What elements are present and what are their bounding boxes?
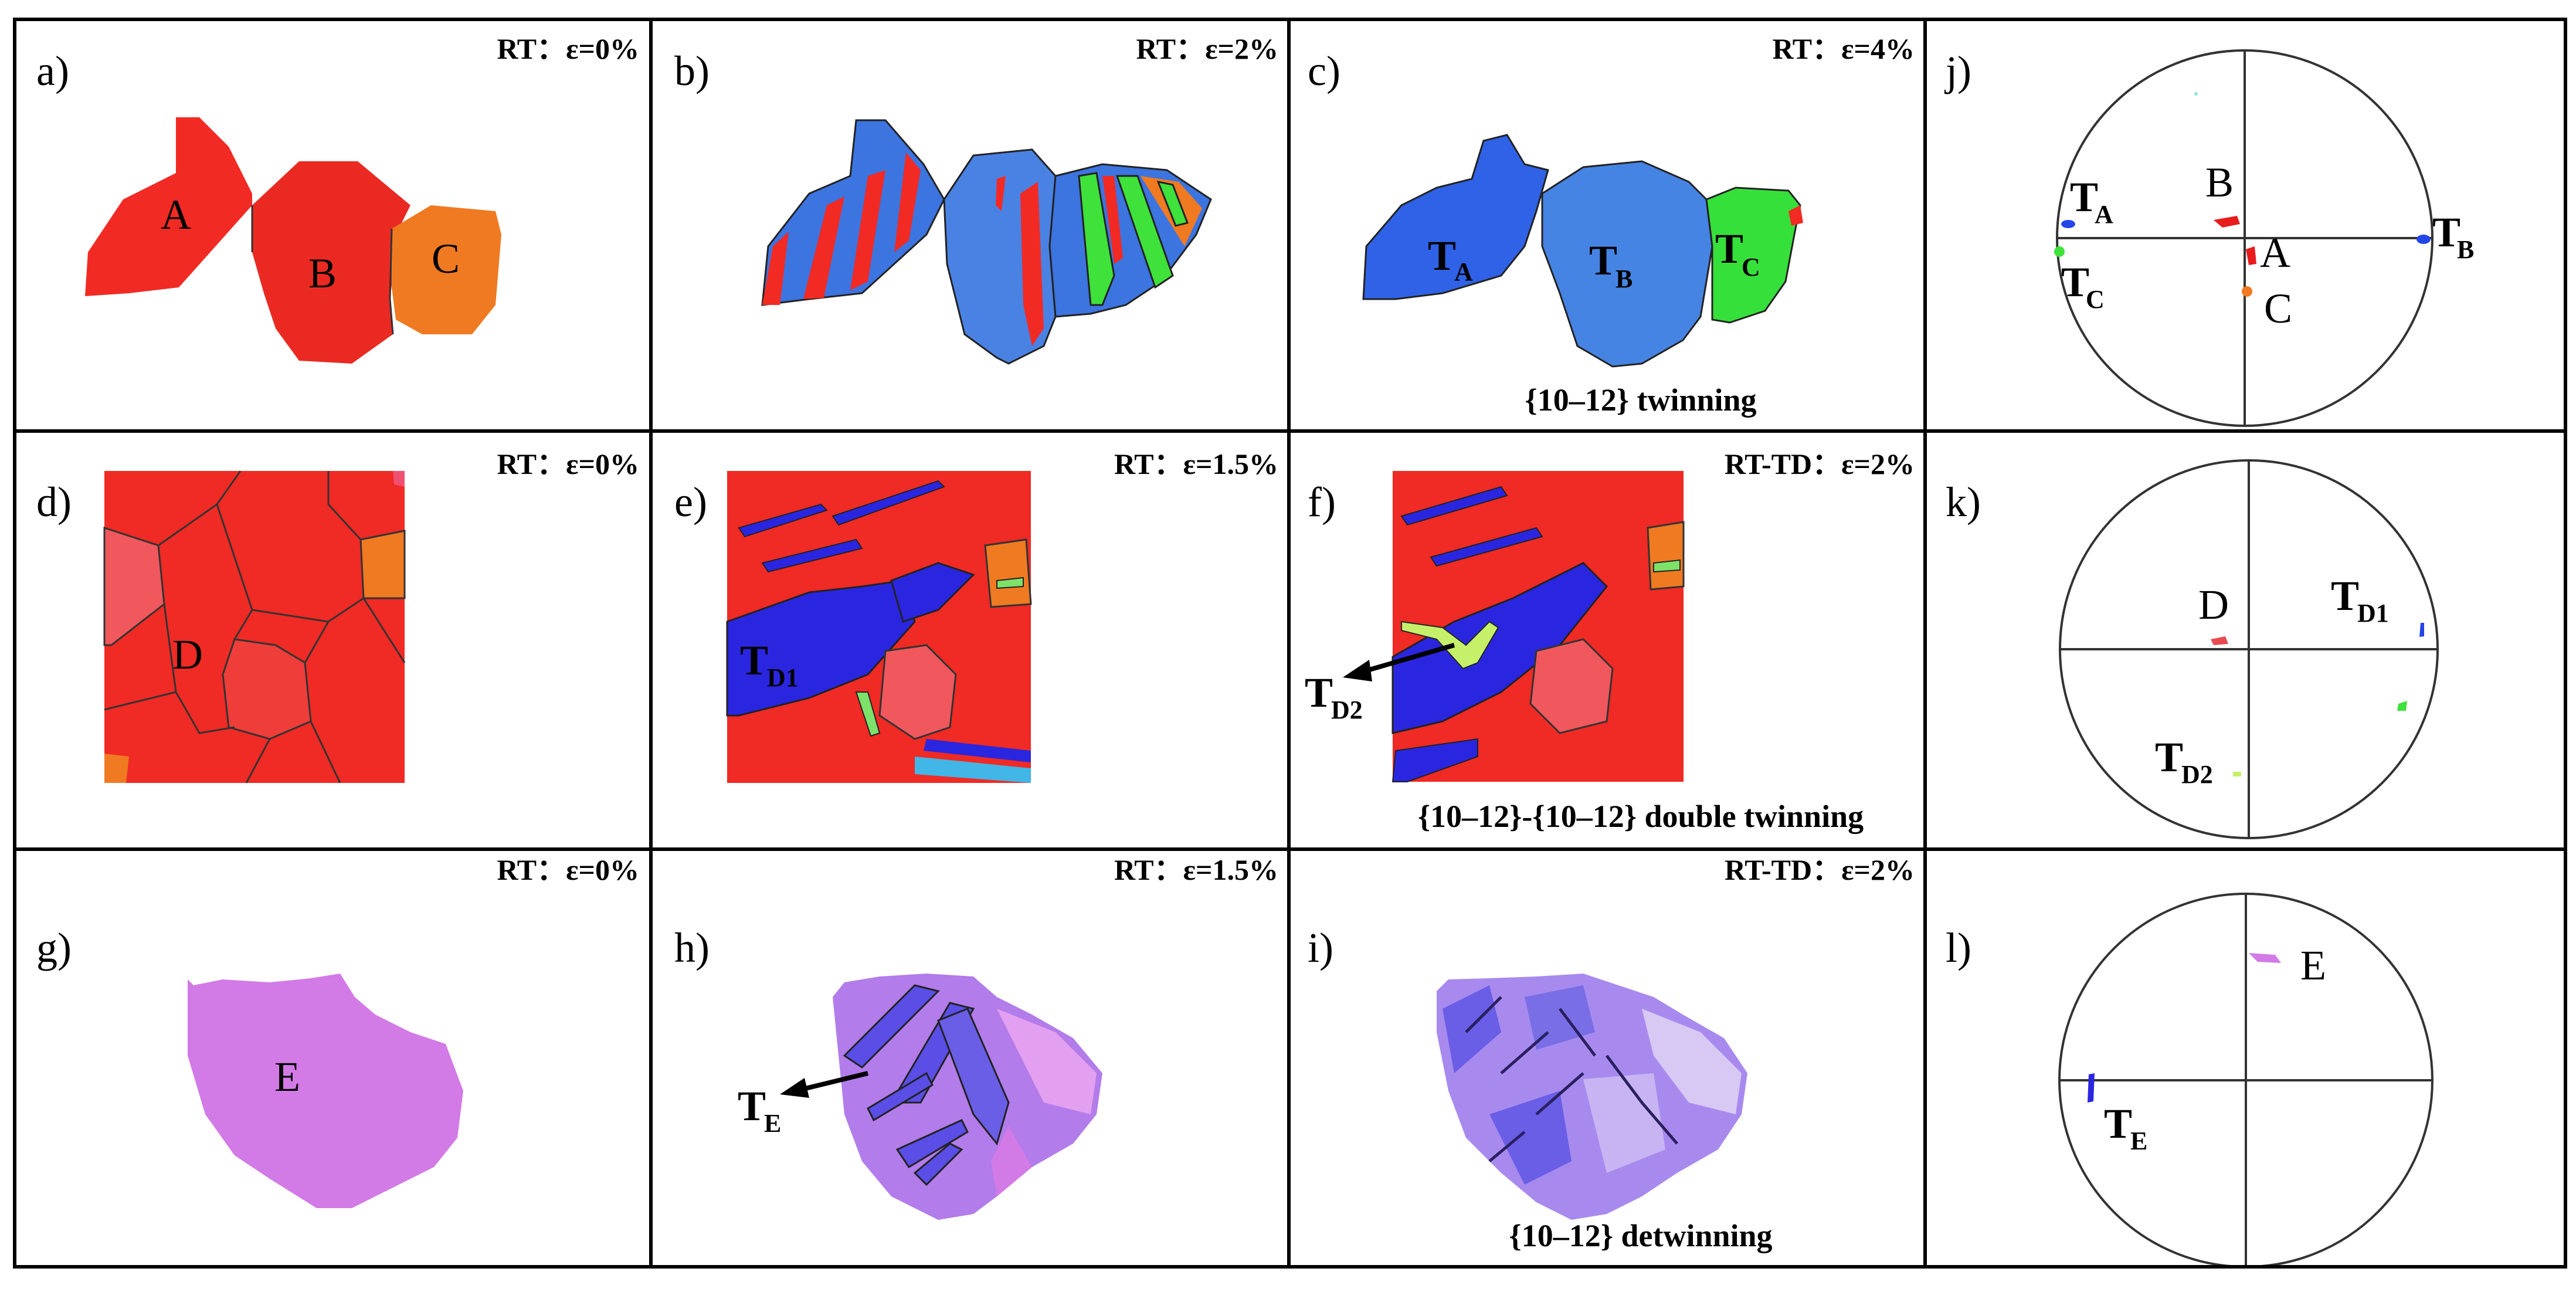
pole-TE-mark: [2088, 1073, 2095, 1103]
panel-d: d) RT：ε=0% D: [36, 447, 639, 784]
pole-TE-sub: E: [2130, 1127, 2147, 1155]
panel-g-letter: g): [36, 924, 72, 971]
pole-TA-T: T: [2070, 174, 2098, 221]
pole-TA-sub: A: [2095, 200, 2113, 229]
twin-TD2-T: T: [1305, 669, 1333, 716]
panel-g: g) RT：ε=0% E: [36, 853, 639, 1208]
twin-TE-sub: E: [764, 1109, 781, 1138]
pole-TD2-T: T: [2155, 734, 2183, 781]
grain-B-map: [252, 161, 410, 364]
pole-TB-mark: [2417, 235, 2431, 244]
grain-E-map: [188, 974, 463, 1208]
panel-c-caption: {10–12} twinning: [1525, 382, 1756, 418]
pole-E-mark: [2249, 953, 2281, 963]
pole-TA-mark: [2061, 220, 2075, 228]
twin-TD1-sub: D1: [767, 663, 799, 692]
panel-e-letter: e): [674, 479, 707, 525]
panel-a: a) RT：ε=0% A B C: [36, 32, 639, 364]
panel-d-condition: RT：ε=0%: [497, 447, 639, 480]
twin-TC-T: T: [1715, 225, 1743, 272]
grain-C-map: [392, 205, 501, 334]
twin-TA-T: T: [1428, 232, 1456, 279]
panel-i-caption: {10–12} detwinning: [1509, 1218, 1772, 1253]
grain-D-map: [104, 471, 405, 783]
panel-a-letter: a): [36, 48, 69, 94]
grain-E-label: E: [274, 1053, 300, 1100]
twin-TD1-T: T: [740, 637, 768, 684]
panel-c-letter: c): [1308, 48, 1340, 94]
twin-TD2-sub: D2: [1331, 696, 1363, 724]
panel-a-condition: RT：ε=0%: [497, 32, 639, 65]
twin-TB-map: [1541, 160, 1713, 368]
pole-A-label: A: [2260, 229, 2290, 276]
pole-TC-sub: C: [2086, 285, 2105, 314]
panel-g-condition: RT：ε=0%: [497, 853, 639, 886]
pole-TD1-mark: [2419, 623, 2424, 637]
panel-c-condition: RT：ε=4%: [1772, 32, 1915, 65]
twin-TA-map: [1362, 134, 1549, 300]
panel-f: f) RT-TD：ε=2% T D2 {10–12}-{10–12} doubl…: [1305, 447, 1915, 834]
grain-A-map: [85, 117, 252, 296]
pole-B-mark: [2214, 216, 2240, 228]
panel-l-letter: l): [1946, 924, 1971, 971]
twin-TA-sub: A: [1454, 257, 1473, 286]
pole-TC-T: T: [2061, 259, 2089, 306]
pole-TB-sub: B: [2457, 235, 2474, 264]
panel-d-letter: d): [36, 479, 72, 525]
pole-D-label: D: [2198, 581, 2229, 628]
twin-TC-map: [1705, 186, 1801, 324]
panel-k-letter: k): [1946, 479, 1981, 525]
panel-b-letter: b): [674, 48, 710, 94]
grain-A-label: A: [161, 191, 191, 238]
panel-f-condition: RT-TD：ε=2%: [1725, 447, 1915, 480]
panel-i-condition: RT-TD：ε=2%: [1725, 853, 1915, 886]
panel-k: k) D T D1 T D2: [1946, 459, 2439, 839]
panel-e-condition: RT：ε=1.5%: [1114, 447, 1278, 480]
panel-h-letter: h): [674, 924, 710, 971]
panel-h: h) RT：ε=1.5% T E: [674, 853, 1278, 1220]
grain-A-twinned: [761, 119, 945, 306]
panel-grid: [13, 18, 2567, 1269]
panel-f-letter: f): [1308, 479, 1336, 525]
pole-A-mark: [2246, 246, 2256, 265]
twin-TB-T: T: [1589, 237, 1617, 284]
grain-B-label: B: [308, 250, 337, 297]
panel-i: i) RT-TD：ε=2% {10–12} detwinning: [1308, 853, 1915, 1253]
panel-j: j) T A T B T C B A C: [1944, 48, 2474, 427]
grain-D-label: D: [172, 631, 203, 678]
panel-c: c) RT：ε=4% T A T B T C {10–12} twinning: [1308, 32, 1915, 418]
pole-C-mark: [2242, 286, 2252, 297]
pole-B-label: B: [2205, 159, 2234, 206]
pole-TD2-mark: [2233, 772, 2241, 776]
pole-TC-mark: [2054, 246, 2065, 257]
pole-TE-T: T: [2104, 1100, 2132, 1147]
pole-TB-T: T: [2432, 209, 2460, 256]
twin-TE-T: T: [738, 1083, 766, 1130]
pole-TD1-sub: D1: [2357, 599, 2389, 628]
panel-b: b) RT：ε=2%: [674, 32, 1278, 365]
panel-b-condition: RT：ε=2%: [1136, 32, 1278, 65]
twin-TB-sub: B: [1615, 264, 1633, 293]
pole-D-mark: [2211, 636, 2228, 645]
pole-TD1-T: T: [2331, 572, 2359, 619]
pole-E-label: E: [2300, 942, 2326, 989]
grain-C-label: C: [432, 235, 460, 282]
panel-i-letter: i): [1308, 924, 1333, 971]
panel-f-caption: {10–12}-{10–12} double twinning: [1418, 799, 1864, 834]
pole-TD2-sub: D2: [2181, 760, 2213, 789]
panel-j-letter: j): [1944, 48, 1971, 94]
panel-e: e) RT：ε=1.5% T D1: [674, 447, 1278, 783]
pole-C-label: C: [2264, 285, 2292, 332]
panel-h-condition: RT：ε=1.5%: [1114, 853, 1278, 886]
twin-TC-sub: C: [1742, 253, 1760, 282]
